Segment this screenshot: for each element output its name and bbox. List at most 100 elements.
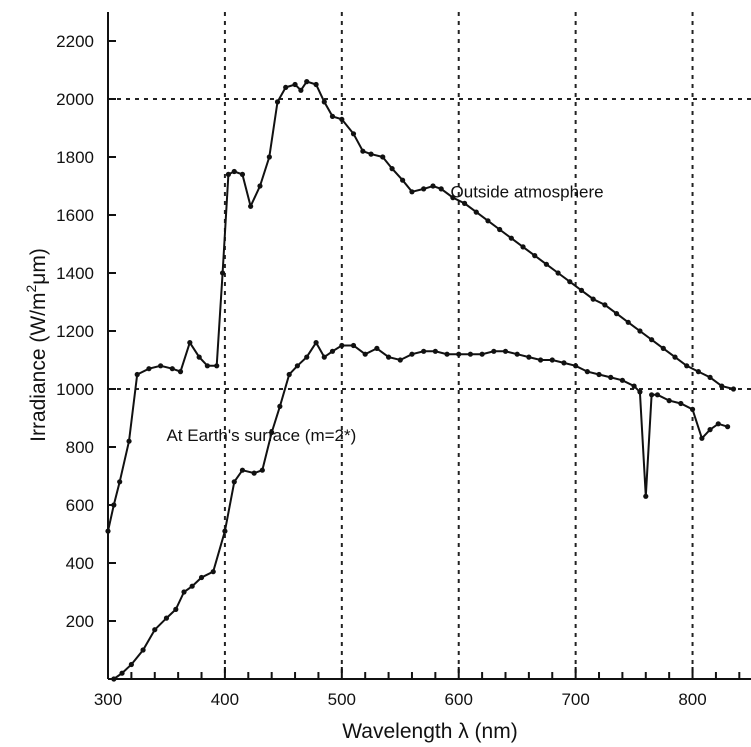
x-tick-label: 700 <box>561 690 589 709</box>
series-1-point <box>269 429 275 436</box>
series-1-point <box>637 389 643 395</box>
series-1-point <box>444 351 450 357</box>
series-0-point <box>450 195 456 201</box>
series-1-point <box>608 374 614 380</box>
series-0-point <box>590 296 596 302</box>
series-1-point <box>385 354 392 360</box>
series-0-point <box>555 270 561 276</box>
series-1-point <box>239 467 246 473</box>
series-1-point <box>286 371 292 378</box>
series-0-point <box>380 154 386 160</box>
y-tick-label: 1000 <box>56 380 94 399</box>
series-1-point <box>397 357 403 363</box>
series-0-point <box>649 337 655 343</box>
series-1-point <box>549 357 555 363</box>
series-0-point <box>111 502 117 508</box>
y-tick-label: 1800 <box>56 148 94 167</box>
x-tick-label: 300 <box>94 690 122 709</box>
series-1-point <box>526 354 532 360</box>
annotation-1: At Earth's surface (m=2*) <box>166 426 356 445</box>
series-0-point <box>126 438 132 444</box>
series-1-point <box>111 676 117 682</box>
series-1-point <box>313 340 319 346</box>
series-1-point <box>479 351 485 357</box>
series-1-point <box>725 424 731 430</box>
series-1-point <box>321 354 327 360</box>
series-1-point <box>277 403 283 409</box>
series-1-point <box>631 383 637 389</box>
series-0-point <box>625 319 631 325</box>
series-0-point <box>438 186 444 192</box>
series-1-point <box>259 467 265 473</box>
series-0-point <box>313 81 319 88</box>
series-0-point <box>473 209 479 215</box>
series-1-point <box>210 569 216 575</box>
series-0-point <box>169 366 175 372</box>
series-0-point <box>146 366 152 372</box>
series-1-point <box>707 427 713 433</box>
series-0-point <box>520 244 526 250</box>
y-tick-label: 800 <box>66 438 94 457</box>
series-1 <box>111 340 731 682</box>
series-0-point <box>283 84 289 90</box>
series-1-point <box>329 348 336 354</box>
series-1-point <box>561 360 567 366</box>
series-0-point <box>214 363 220 369</box>
series-1-point <box>467 351 474 357</box>
series-0-point <box>684 363 690 369</box>
annotation-0: Outside atmosphere <box>451 183 604 202</box>
series-0-point <box>730 386 737 392</box>
series-0-point <box>219 270 226 276</box>
series-0-point <box>187 340 193 346</box>
y-tick-label: 2000 <box>56 90 94 109</box>
series-0-point <box>707 374 713 380</box>
series-1-point <box>222 528 228 534</box>
series-0-point <box>613 311 620 317</box>
series-0-point <box>329 113 336 119</box>
series-0-point <box>368 151 374 157</box>
series-1-point <box>619 377 626 383</box>
series-1-point <box>491 348 497 354</box>
series-1-point <box>362 351 368 357</box>
series-0-point <box>298 87 304 93</box>
series-0-point <box>239 171 246 177</box>
series-1-point <box>140 647 146 653</box>
series-0-point <box>196 354 202 360</box>
y-tick-label: 1600 <box>56 206 94 225</box>
series-1-point <box>163 615 170 621</box>
series-1-point <box>689 406 696 412</box>
series-1-point <box>537 357 544 363</box>
series-0-point <box>105 528 111 534</box>
series-1-point <box>350 342 357 349</box>
axis-ticks: 200 400 600 800 1000 1200 1400 1600 1800 2000 2200… <box>56 32 741 709</box>
series-0-point <box>266 154 272 160</box>
series-1-point <box>514 351 520 357</box>
y-tick-label: 200 <box>66 612 94 631</box>
series-0-line <box>107 80 734 532</box>
series-1-point <box>189 583 195 589</box>
y-axis-title-superscript: 2 <box>23 285 39 293</box>
series-1-point <box>119 670 125 676</box>
series-1-point <box>715 421 721 427</box>
y-tick-label: 400 <box>66 554 94 573</box>
series-0-point <box>321 99 327 105</box>
series-1-point <box>409 351 415 357</box>
series-1-point <box>198 574 205 581</box>
series-lines <box>105 79 737 682</box>
series-1-point <box>596 371 602 378</box>
series-1-point <box>251 470 257 476</box>
series-0-point <box>660 345 666 351</box>
series-1-point <box>654 392 661 398</box>
axes <box>107 12 751 680</box>
series-1-point <box>152 627 158 633</box>
series-1-point <box>181 589 187 595</box>
series-1-point <box>432 348 438 354</box>
y-axis-title-main: Irradiance (W/m <box>27 293 50 442</box>
series-0-point <box>719 383 725 389</box>
series-1-point <box>231 479 237 485</box>
y-tick-label: 1200 <box>56 322 94 341</box>
x-tick-label: 600 <box>445 690 473 709</box>
y-axis-title-unit: μm) <box>27 248 50 285</box>
y-tick-label: 1400 <box>56 264 94 283</box>
series-0-point <box>177 369 184 375</box>
